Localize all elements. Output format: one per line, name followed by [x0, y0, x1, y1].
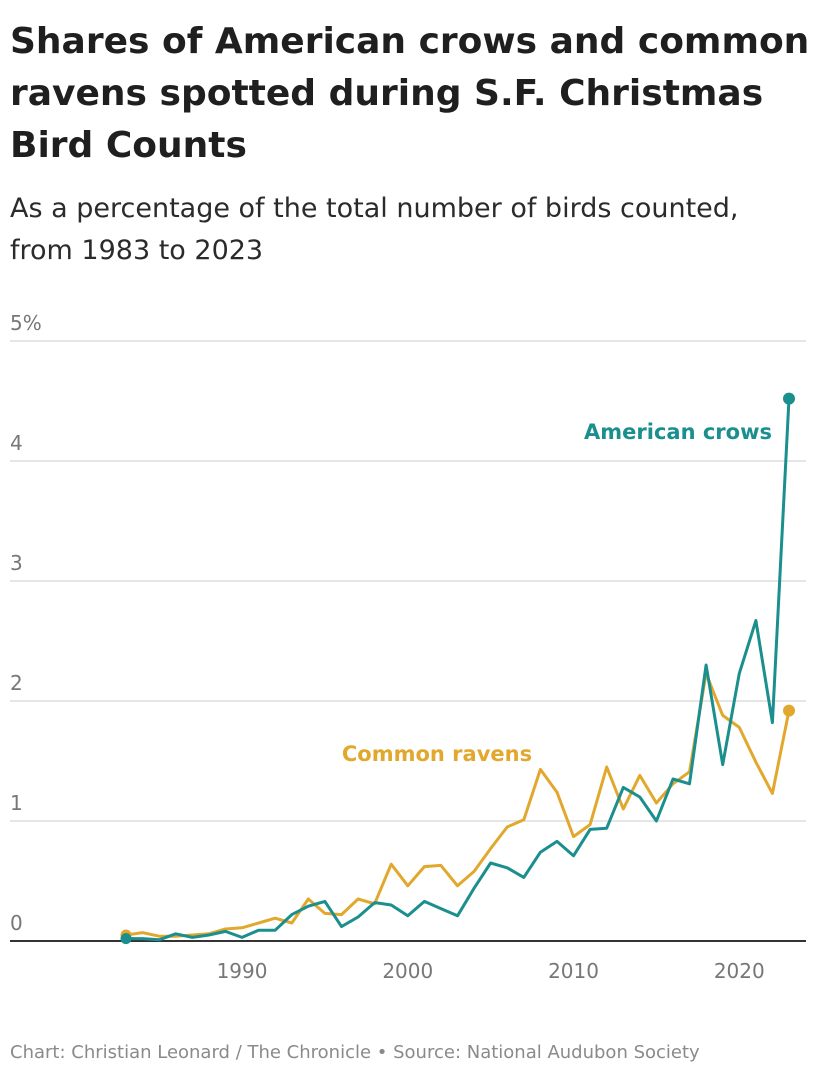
y-tick-label-3: 3 [10, 551, 23, 575]
chart-subtitle: As a percentage of the total number of b… [10, 193, 739, 266]
x-tick-label-1990: 1990 [217, 959, 268, 983]
y-axis-tick-labels: 0 1 2 3 4 5% [10, 311, 42, 935]
series-lines [120, 392, 795, 945]
y-tick-label-4: 4 [10, 431, 23, 455]
y-tick-label-5: 5% [10, 311, 42, 335]
x-tick-label-2010: 2010 [548, 959, 599, 983]
end-point-american-crows [783, 392, 795, 405]
x-tick-label-2020: 2020 [714, 959, 765, 983]
x-tick-label-2000: 2000 [382, 959, 433, 983]
chart-credit: Chart: Christian Leonard / The Chronicle… [10, 1042, 700, 1063]
series-line-american-crows [124, 397, 791, 942]
start-point-american-crows [120, 933, 132, 945]
series-label-common-ravens: Common ravens [342, 742, 532, 766]
y-tick-label-1: 1 [10, 791, 23, 815]
series-line-common-ravens [124, 671, 791, 938]
y-tick-label-0: 0 [10, 911, 23, 935]
gridlines [10, 340, 806, 822]
series-label-american-crows: American crows [584, 420, 772, 444]
x-axis-tick-labels: 1990 2000 2010 2020 [217, 959, 765, 983]
y-tick-label-2: 2 [10, 671, 23, 695]
chart-title: Shares of American crows and common rave… [10, 21, 810, 166]
end-point-common-ravens [783, 704, 795, 717]
